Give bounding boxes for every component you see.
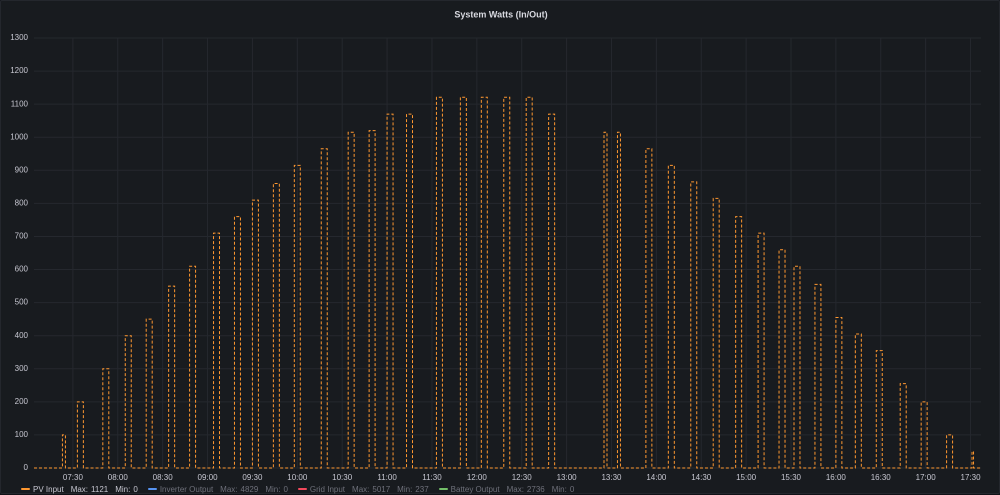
x-tick-label: 12:30 (512, 473, 533, 482)
legend-max-label: Max: (352, 484, 370, 494)
y-tick-label: 600 (15, 265, 29, 274)
legend-min: 0 (133, 484, 138, 494)
legend-min: 0 (283, 484, 288, 494)
x-tick-label: 10:30 (332, 473, 353, 482)
legend-item[interactable]: PV Input Max: 1121 Min: 0 (21, 485, 138, 494)
legend-min-label: Min: (551, 484, 567, 494)
y-tick-label: 900 (15, 165, 29, 174)
x-tick-label: 16:30 (871, 473, 892, 482)
y-tick-label: 100 (15, 430, 29, 439)
legend-marker (21, 488, 30, 490)
chart-title: System Watts (In/Out) (454, 9, 547, 19)
x-tick-label: 11:00 (377, 473, 397, 482)
legend: PV Input Max: 1121 Min: 0 Inverter Output Max:… (21, 483, 574, 495)
x-tick-label: 12:00 (467, 473, 488, 482)
legend-min: 0 (569, 484, 575, 494)
x-tick-label: 13:00 (557, 473, 578, 482)
x-tick-label: 09:00 (198, 473, 219, 482)
x-tick-label: 17:30 (961, 473, 982, 482)
y-tick-label: 400 (15, 331, 29, 340)
legend-item[interactable]: Battey Output Max: 2736 Min: 0 (438, 484, 575, 494)
x-tick-label: 08:30 (153, 473, 174, 482)
y-tick-label: 1100 (11, 99, 29, 108)
x-tick-label: 15:30 (781, 473, 802, 482)
y-tick-label: 500 (15, 298, 29, 307)
legend-label: PV Input (33, 484, 64, 494)
legend-min: 237 (415, 484, 429, 494)
legend-max-label: Max: (506, 484, 524, 494)
x-tick-label: 11:30 (422, 473, 442, 482)
legend-min-label: Min: (397, 484, 413, 494)
legend-max-label: Max: (220, 484, 238, 494)
legend-item[interactable]: Inverter Output Max: 4829 Min: 0 (147, 484, 288, 494)
x-tick-label: 15:00 (736, 473, 757, 482)
y-tick-label: 1000 (10, 132, 28, 141)
legend-item[interactable]: Grid Input Max: 5017 Min: 237 (297, 484, 429, 494)
legend-marker (147, 488, 157, 490)
legend-marker (297, 488, 307, 490)
legend-min-label: Min: (265, 484, 281, 494)
legend-max: 2736 (526, 484, 545, 494)
x-tick-label: 14:30 (691, 473, 712, 482)
legend-max: 4829 (240, 484, 259, 494)
series-line (34, 96, 981, 469)
grid (34, 37, 981, 469)
legend-label: Inverter Output (159, 484, 214, 494)
legend-max: 1121 (91, 484, 109, 494)
y-tick-label: 0 (24, 463, 29, 472)
x-tick-label: 17:00 (916, 473, 937, 482)
legend-label: Battey Output (450, 484, 500, 494)
y-tick-label: 1200 (10, 66, 28, 75)
legend-marker (438, 488, 448, 490)
y-tick-label: 800 (15, 198, 29, 207)
legend-max-label: Max: (70, 484, 89, 494)
y-tick-label: 200 (15, 397, 29, 406)
y-tick-label: 1300 (10, 33, 28, 42)
x-tick-label: 08:00 (108, 473, 129, 482)
legend-max: 5017 (372, 484, 391, 494)
x-tick-label: 13:30 (601, 473, 622, 482)
x-tick-label: 07:30 (63, 473, 84, 482)
x-tick-label: 09:30 (242, 473, 263, 482)
y-tick-label: 300 (15, 364, 29, 373)
legend-min-label: Min: (115, 484, 131, 494)
legend-label: Grid Input (309, 484, 346, 494)
x-tick-label: 16:00 (826, 473, 847, 482)
x-tick-label: 14:00 (646, 473, 667, 482)
x-tick-label: 10:00 (287, 473, 308, 482)
y-tick-label: 700 (15, 232, 29, 241)
